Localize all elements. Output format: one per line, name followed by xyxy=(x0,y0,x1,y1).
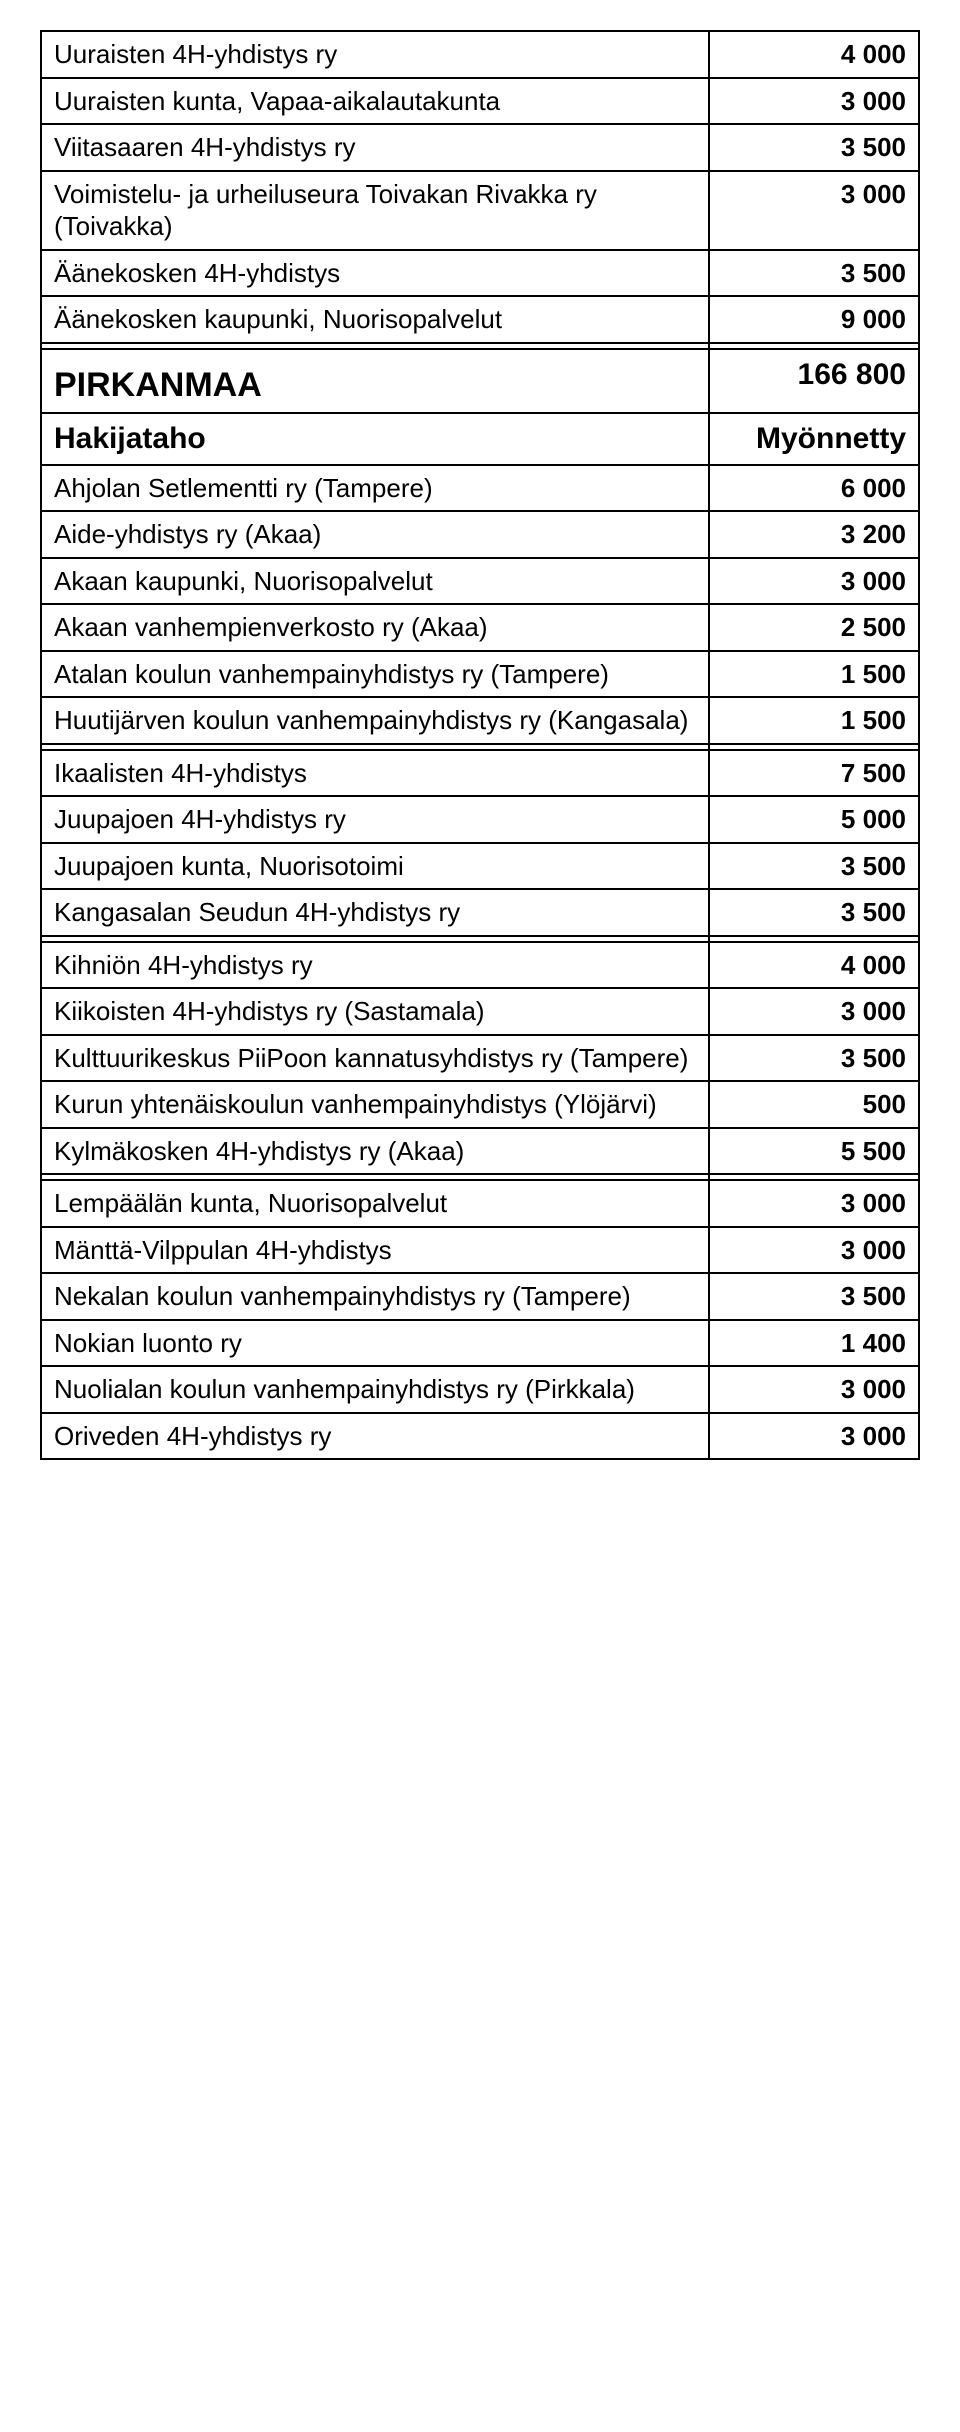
value-cell: 1 400 xyxy=(709,1320,919,1367)
table-row: Kihniön 4H-yhdistys ry4 000 xyxy=(41,942,919,989)
name-cell: Aide-yhdistys ry (Akaa) xyxy=(41,511,709,558)
name-cell: Mänttä-Vilppulan 4H-yhdistys xyxy=(41,1227,709,1274)
table-row: Akaan kaupunki, Nuorisopalvelut3 000 xyxy=(41,558,919,605)
name-cell: Juupajoen kunta, Nuorisotoimi xyxy=(41,843,709,890)
name-cell: Äänekosken 4H-yhdistys xyxy=(41,250,709,297)
name-cell: Kangasalan Seudun 4H-yhdistys ry xyxy=(41,889,709,936)
table-row: Juupajoen 4H-yhdistys ry5 000 xyxy=(41,796,919,843)
table-row: Kylmäkosken 4H-yhdistys ry (Akaa)5 500 xyxy=(41,1128,919,1175)
value-cell: 3 000 xyxy=(709,1227,919,1274)
table-row: Kangasalan Seudun 4H-yhdistys ry3 500 xyxy=(41,889,919,936)
table-row: Akaan vanhempienverkosto ry (Akaa)2 500 xyxy=(41,604,919,651)
table-row: Voimistelu- ja urheiluseura Toivakan Riv… xyxy=(41,171,919,250)
table-row: Äänekosken 4H-yhdistys3 500 xyxy=(41,250,919,297)
value-cell: 5 500 xyxy=(709,1128,919,1175)
value-cell: 3 500 xyxy=(709,1273,919,1320)
table-row: Nokian luonto ry1 400 xyxy=(41,1320,919,1367)
name-cell: Nekalan koulun vanhempainyhdistys ry (Ta… xyxy=(41,1273,709,1320)
value-cell: 9 000 xyxy=(709,296,919,343)
value-cell: 4 000 xyxy=(709,31,919,78)
name-cell: Viitasaaren 4H-yhdistys ry xyxy=(41,124,709,171)
value-cell: 5 000 xyxy=(709,796,919,843)
name-cell: Huutijärven koulun vanhempainyhdistys ry… xyxy=(41,697,709,744)
name-cell: Kylmäkosken 4H-yhdistys ry (Akaa) xyxy=(41,1128,709,1175)
table-row: Ahjolan Setlementti ry (Tampere)6 000 xyxy=(41,465,919,512)
name-cell: Ikaalisten 4H-yhdistys xyxy=(41,750,709,797)
table-row: Huutijärven koulun vanhempainyhdistys ry… xyxy=(41,697,919,744)
value-cell: 3 200 xyxy=(709,511,919,558)
value-cell: 1 500 xyxy=(709,697,919,744)
name-cell: Akaan kaupunki, Nuorisopalvelut xyxy=(41,558,709,605)
table-row: Viitasaaren 4H-yhdistys ry3 500 xyxy=(41,124,919,171)
table-row: Oriveden 4H-yhdistys ry3 000 xyxy=(41,1413,919,1460)
table-row: Juupajoen kunta, Nuorisotoimi3 500 xyxy=(41,843,919,890)
value-cell: 3 000 xyxy=(709,171,919,250)
table-row: Nuolialan koulun vanhempainyhdistys ry (… xyxy=(41,1366,919,1413)
name-cell: Nokian luonto ry xyxy=(41,1320,709,1367)
name-cell: Oriveden 4H-yhdistys ry xyxy=(41,1413,709,1460)
name-cell: Hakijataho xyxy=(41,413,709,465)
value-cell: 3 000 xyxy=(709,78,919,125)
name-cell: Äänekosken kaupunki, Nuorisopalvelut xyxy=(41,296,709,343)
name-cell: PIRKANMAA xyxy=(41,349,709,414)
table-row: Nekalan koulun vanhempainyhdistys ry (Ta… xyxy=(41,1273,919,1320)
column-header-row: HakijatahoMyönnetty xyxy=(41,413,919,465)
name-cell: Kurun yhtenäiskoulun vanhempainyhdistys … xyxy=(41,1081,709,1128)
name-cell: Ahjolan Setlementti ry (Tampere) xyxy=(41,465,709,512)
value-cell: 3 000 xyxy=(709,1413,919,1460)
value-cell: 1 500 xyxy=(709,651,919,698)
value-cell: 3 000 xyxy=(709,1366,919,1413)
name-cell: Akaan vanhempienverkosto ry (Akaa) xyxy=(41,604,709,651)
value-cell: 500 xyxy=(709,1081,919,1128)
table-row: Aide-yhdistys ry (Akaa)3 200 xyxy=(41,511,919,558)
name-cell: Uuraisten 4H-yhdistys ry xyxy=(41,31,709,78)
data-table: Uuraisten 4H-yhdistys ry4 000Uuraisten k… xyxy=(40,30,920,1460)
table-row: Kulttuurikeskus PiiPoon kannatusyhdistys… xyxy=(41,1035,919,1082)
value-cell: 3 500 xyxy=(709,889,919,936)
table-row: Uuraisten 4H-yhdistys ry4 000 xyxy=(41,31,919,78)
table-row: Kurun yhtenäiskoulun vanhempainyhdistys … xyxy=(41,1081,919,1128)
table-row: Uuraisten kunta, Vapaa-aikalautakunta3 0… xyxy=(41,78,919,125)
value-cell: 2 500 xyxy=(709,604,919,651)
table-row: Ikaalisten 4H-yhdistys7 500 xyxy=(41,750,919,797)
value-cell: Myönnetty xyxy=(709,413,919,465)
name-cell: Atalan koulun vanhempainyhdistys ry (Tam… xyxy=(41,651,709,698)
table-row: Kiikoisten 4H-yhdistys ry (Sastamala)3 0… xyxy=(41,988,919,1035)
value-cell: 166 800 xyxy=(709,349,919,414)
table-row: Atalan koulun vanhempainyhdistys ry (Tam… xyxy=(41,651,919,698)
section-heading-row: PIRKANMAA166 800 xyxy=(41,349,919,414)
value-cell: 3 500 xyxy=(709,250,919,297)
name-cell: Nuolialan koulun vanhempainyhdistys ry (… xyxy=(41,1366,709,1413)
name-cell: Kulttuurikeskus PiiPoon kannatusyhdistys… xyxy=(41,1035,709,1082)
value-cell: 3 500 xyxy=(709,843,919,890)
value-cell: 3 000 xyxy=(709,558,919,605)
name-cell: Uuraisten kunta, Vapaa-aikalautakunta xyxy=(41,78,709,125)
table-row: Mänttä-Vilppulan 4H-yhdistys3 000 xyxy=(41,1227,919,1274)
value-cell: 3 500 xyxy=(709,124,919,171)
value-cell: 3 500 xyxy=(709,1035,919,1082)
name-cell: Kihniön 4H-yhdistys ry xyxy=(41,942,709,989)
value-cell: 4 000 xyxy=(709,942,919,989)
name-cell: Juupajoen 4H-yhdistys ry xyxy=(41,796,709,843)
value-cell: 3 000 xyxy=(709,1180,919,1227)
name-cell: Voimistelu- ja urheiluseura Toivakan Riv… xyxy=(41,171,709,250)
value-cell: 3 000 xyxy=(709,988,919,1035)
name-cell: Lempäälän kunta, Nuorisopalvelut xyxy=(41,1180,709,1227)
document-page: Uuraisten 4H-yhdistys ry4 000Uuraisten k… xyxy=(0,0,960,1500)
value-cell: 7 500 xyxy=(709,750,919,797)
value-cell: 6 000 xyxy=(709,465,919,512)
name-cell: Kiikoisten 4H-yhdistys ry (Sastamala) xyxy=(41,988,709,1035)
table-row: Äänekosken kaupunki, Nuorisopalvelut9 00… xyxy=(41,296,919,343)
table-row: Lempäälän kunta, Nuorisopalvelut3 000 xyxy=(41,1180,919,1227)
